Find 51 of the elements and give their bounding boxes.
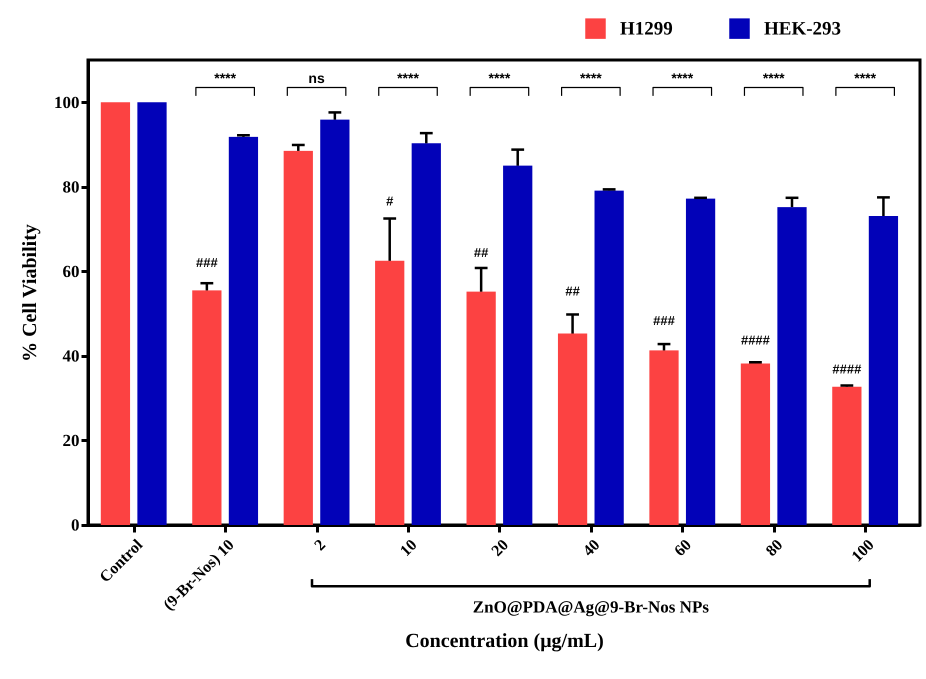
text: ZnO@PDA@Ag@9-Br-Nos NPs [472,597,710,616]
bar [868,216,898,525]
legend-label: H1299 [620,18,673,40]
bar [686,198,716,525]
annotation: **** [214,70,237,86]
legend-label: HEK-293 [764,18,842,40]
x-tick-label: 60 [671,536,695,560]
bar [320,120,350,525]
y-axis-title: % Cell Viability [19,224,41,362]
bar [594,190,624,525]
bar [832,386,862,525]
bar [137,102,167,525]
annotation: **** [762,70,786,86]
annotation: ## [474,244,490,260]
x-tick-label: 80 [762,536,786,560]
annotation: #### [832,361,862,376]
annotation: **** [854,70,877,86]
bar [228,136,258,525]
bar [503,166,532,525]
x-tick-label: 2 [311,536,330,554]
y-tick-label: 60 [62,262,80,281]
bar [412,143,441,525]
bar [777,207,807,525]
bar [649,350,679,525]
annotation: # [386,194,394,209]
annotation: **** [671,70,694,86]
bar [284,150,313,525]
y-tick-label: 40 [62,346,80,366]
annotation: **** [397,70,420,86]
bar [375,260,404,525]
annotation: **** [488,70,511,86]
bar [192,290,222,525]
annotation: #### [740,332,771,348]
annotation: ### [196,254,218,270]
annotation: ## [565,284,581,299]
x-axis-title: Concentration (μg/mL) [405,630,604,652]
annotation: ### [653,313,676,328]
x-tick-label: 20 [488,536,512,560]
y-tick-label: 0 [71,516,80,534]
y-tick-label: 80 [62,177,80,196]
y-tick-label: 100 [54,92,80,112]
x-tick-label: 10 [397,536,421,560]
annotation: ns [308,70,325,86]
bar [466,292,496,525]
bar [100,102,130,525]
bar [558,334,588,525]
annotation: **** [580,70,602,86]
x-tick-label: 40 [580,536,604,560]
y-tick-label: 20 [62,430,80,450]
x-tick-label: 100 [848,536,878,566]
bar [740,364,770,525]
